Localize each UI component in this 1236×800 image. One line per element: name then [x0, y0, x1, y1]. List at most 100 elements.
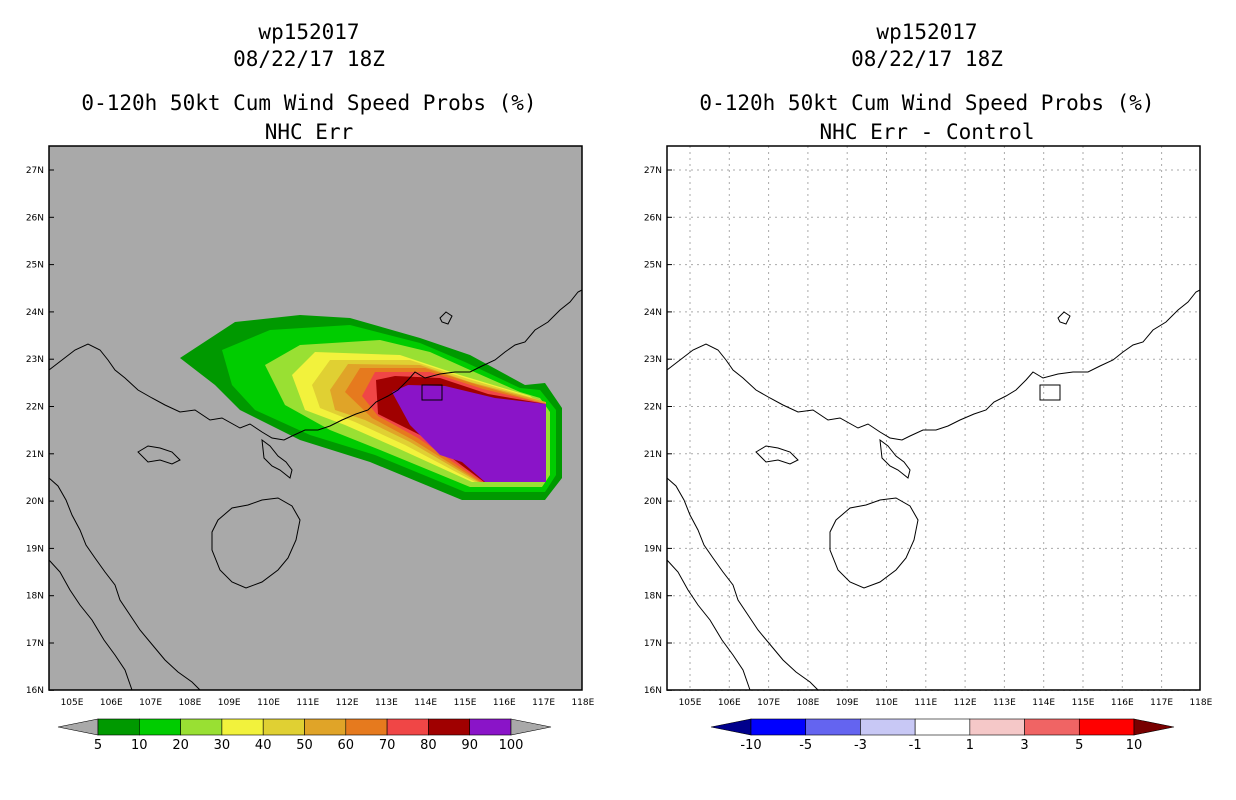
coastline-segment — [755, 445, 799, 465]
colorbar-swatch — [139, 718, 181, 736]
colorbar-label: 5 — [94, 738, 102, 753]
lat-label: 19N — [644, 544, 662, 554]
colorbar-label: 10 — [131, 738, 148, 753]
lon-label: 118E — [1189, 698, 1212, 708]
lon-label: 112E — [954, 698, 977, 708]
colorbar-label: 5 — [1075, 738, 1083, 753]
colorbar-label: -1 — [909, 738, 922, 753]
lat-label: 20N — [644, 497, 662, 507]
coastline-segment — [48, 559, 133, 691]
coastline-segment — [48, 289, 583, 441]
colorbar-swatch — [345, 718, 388, 736]
lat-label: 18N — [644, 592, 662, 602]
colorbar-label: 70 — [379, 738, 396, 753]
lon-label: 109E — [218, 698, 241, 708]
colorbar-label: -3 — [854, 738, 867, 753]
lon-label: 117E — [532, 698, 555, 708]
colorbar-label: 100 — [499, 738, 524, 753]
lon-label: 113E — [375, 698, 398, 708]
colorbar-left-arrow — [57, 718, 99, 736]
colorbar-label: 10 — [1126, 738, 1143, 753]
lat-label: 16N — [26, 686, 44, 696]
lat-label: 16N — [644, 686, 662, 696]
colorbar-swatch — [750, 718, 807, 736]
coastline-segment — [1039, 384, 1061, 401]
colorbar-swatch — [97, 718, 140, 736]
colorbar-label: 1 — [966, 738, 974, 753]
lat-label: 22N — [644, 403, 662, 413]
lon-label: 115E — [1072, 698, 1095, 708]
map-background — [667, 146, 1200, 690]
panel-subtitle: NHC Err - Control — [819, 120, 1035, 144]
lat-label: 18N — [26, 592, 44, 602]
lon-label: 105E — [679, 698, 702, 708]
lat-label: 27N — [26, 166, 44, 176]
colorbar-swatch — [428, 718, 470, 736]
lon-label: 113E — [993, 698, 1016, 708]
coastline-segment — [421, 384, 443, 401]
colorbar-swatch — [969, 718, 1025, 736]
product-title: 0-120h 50kt Cum Wind Speed Probs (%) — [699, 91, 1155, 115]
product-title: 0-120h 50kt Cum Wind Speed Probs (%) — [81, 91, 537, 115]
lat-label: 17N — [644, 639, 662, 649]
colorbar-swatch — [221, 718, 264, 736]
coastlines — [666, 289, 1201, 691]
lat-label: 25N — [26, 261, 44, 271]
colorbar-swatch — [180, 718, 223, 736]
coastline-segment — [666, 477, 819, 691]
map-frame — [48, 145, 583, 691]
colorbar-swatch — [469, 718, 512, 736]
probability-contours — [180, 315, 562, 500]
hainan-island-outline — [211, 497, 301, 589]
lat-label: 26N — [26, 213, 44, 223]
right-panel: wp152017 08/22/17 18Z 0-120h 50kt Cum Wi… — [618, 0, 1236, 800]
lat-label: 21N — [644, 450, 662, 460]
coastline-segment — [666, 559, 751, 691]
colorbar-label: 30 — [214, 738, 231, 753]
colorbar-label: 50 — [296, 738, 313, 753]
lon-label: 109E — [836, 698, 859, 708]
latitude-labels: 27N 26N 25N 24N 23N 22N 21N 20N 19N 18N 17N 16N — [644, 166, 672, 696]
lon-label: 108E — [796, 698, 819, 708]
lon-label: 111E — [914, 698, 937, 708]
coastline-segment — [48, 477, 201, 691]
longitude-labels: 105E 106E 107E 108E 109E 110E 111E 112E 113E 114E… — [61, 698, 595, 708]
lat-label: 27N — [644, 166, 662, 176]
coastline-segment — [439, 311, 453, 325]
colorbar: -10 -5 -3 -1 1 3 5 10 — [710, 718, 1175, 753]
coastline-segment — [1057, 311, 1071, 325]
lon-label: 107E — [139, 698, 162, 708]
lon-label: 114E — [1032, 698, 1055, 708]
lat-label: 17N — [26, 639, 44, 649]
coastlines — [48, 289, 583, 691]
colorbar-label: 40 — [255, 738, 272, 753]
colorbar-label: -5 — [799, 738, 812, 753]
lon-label: 111E — [296, 698, 319, 708]
lat-label: 26N — [644, 213, 662, 223]
colorbar-swatch — [262, 718, 305, 736]
hainan-island-outline — [829, 497, 919, 589]
colorbar-label: -10 — [740, 738, 761, 753]
colorbar-swatch — [304, 718, 347, 736]
map-frame — [666, 145, 1201, 691]
lat-label: 22N — [26, 403, 44, 413]
storm-id: wp152017 — [258, 20, 360, 44]
lon-label: 107E — [757, 698, 780, 708]
lon-label: 112E — [336, 698, 359, 708]
coastline-segment — [666, 289, 1201, 441]
lat-label: 24N — [644, 308, 662, 318]
latitude-labels: 27N 26N 25N 24N 23N 22N 21N 20N 19N 18N 17N 16N — [26, 166, 54, 696]
colorbar-label: 60 — [338, 738, 355, 753]
forecast-datetime: 08/22/17 18Z — [233, 47, 385, 71]
colorbar-swatch — [914, 718, 971, 736]
lat-label: 19N — [26, 544, 44, 554]
longitude-labels: 105E 106E 107E 108E 109E 110E 111E 112E 113E 114E… — [679, 698, 1213, 708]
colorbar-swatch — [1024, 718, 1080, 736]
storm-id: wp152017 — [876, 20, 978, 44]
colorbar-right-arrow — [1133, 718, 1175, 736]
lon-label: 106E — [718, 698, 741, 708]
lon-label: 108E — [178, 698, 201, 708]
colorbar-swatch — [805, 718, 861, 736]
